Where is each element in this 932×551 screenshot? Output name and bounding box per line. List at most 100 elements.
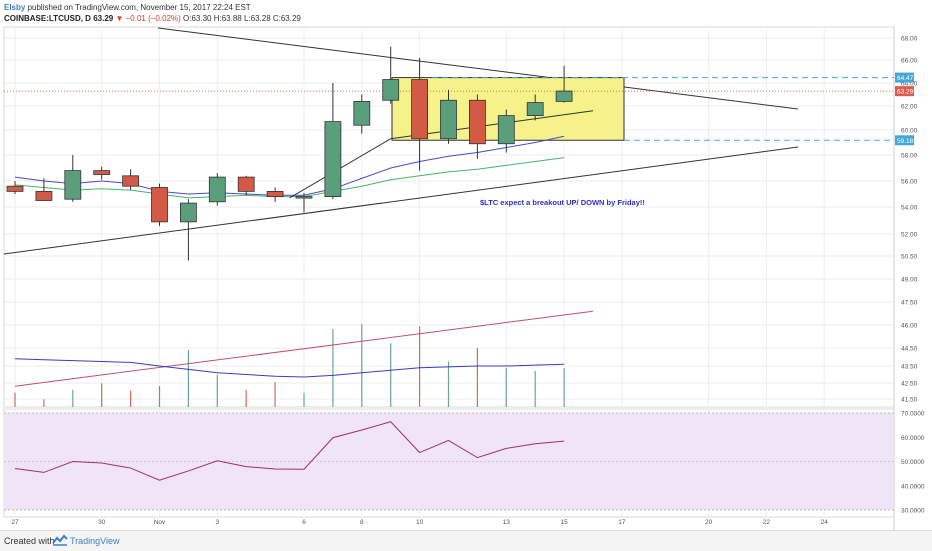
candle-body: [353, 101, 371, 126]
volume-bar: [332, 329, 334, 407]
rsi-y-tick-label: 30.0000: [901, 508, 925, 515]
y-tick-label: 50.50: [901, 254, 918, 261]
volume-bar: [534, 370, 536, 407]
moving-average-line: [14, 135, 565, 196]
y-tick-label: 52.00: [901, 232, 918, 239]
y-tick-label: 62.00: [901, 104, 918, 111]
volume-bar: [274, 382, 276, 407]
y-tick-label: 56.00: [901, 179, 918, 186]
last-price-label: 63.29: [897, 89, 914, 96]
volume-bar: [245, 389, 247, 407]
volume-bar: [419, 326, 421, 407]
x-tick-label: Nov: [154, 519, 166, 526]
candle-body: [440, 99, 457, 140]
y-tick-label: 54.00: [901, 205, 918, 212]
level-high-label: 64.47: [897, 75, 914, 82]
candle-body: [93, 170, 111, 175]
x-tick-label: 27: [11, 519, 19, 526]
created-with-text: Created with: [4, 536, 55, 546]
volume-bar: [361, 324, 363, 407]
candle-body: [497, 115, 515, 145]
candle-body: [468, 99, 486, 145]
volume-bar: [130, 390, 132, 407]
x-tick-label: 15: [560, 519, 568, 526]
rsi-y-tick-label: 40.0000: [901, 483, 925, 490]
x-tick-label: 13: [503, 519, 511, 526]
publish-info: Elsby published on TradingView.com, Nove…: [4, 3, 251, 12]
volume-bar: [72, 389, 74, 407]
level-low-label: 59.18: [897, 138, 914, 145]
y-tick-label: 66.00: [901, 58, 918, 65]
tradingview-logo-icon: [52, 534, 68, 546]
last-price: 63.29: [93, 14, 114, 23]
symbol-info: COINBASE:LTCUSD, D 63.29 ▼ −0.01 (−0.02%…: [4, 14, 301, 23]
volume-ma-pink: [14, 310, 594, 387]
rsi-y-tick-label: 70.0000: [901, 411, 925, 418]
chart-annotation: $LTC expect a breakout UP/ DOWN by Frida…: [480, 198, 645, 207]
y-tick-label: 60.00: [901, 128, 918, 135]
tradingview-link[interactable]: TradingView: [70, 536, 120, 546]
candle-body: [526, 102, 544, 117]
candle-body: [295, 196, 313, 199]
candle-body: [411, 79, 429, 140]
candle-body: [555, 90, 573, 102]
volume-bar: [158, 386, 161, 407]
ascending-trendline: [3, 146, 799, 255]
x-tick-label: 10: [416, 519, 424, 526]
descending-trendline: [157, 27, 799, 110]
y-tick-label: 58.00: [901, 153, 918, 160]
y-tick-label: 41.50: [901, 397, 918, 404]
x-tick-label: 24: [821, 519, 829, 526]
last-price-label-bg: [895, 86, 914, 97]
y-tick-label: 44.50: [901, 346, 918, 353]
candle-body: [237, 176, 255, 192]
volume-bar: [43, 399, 45, 407]
price-chart[interactable]: $LTC expect a breakout UP/ DOWN by Frida…: [0, 0, 932, 530]
footer: Created with TradingView: [0, 530, 932, 551]
candle-body: [324, 121, 342, 197]
x-tick-label: 22: [763, 519, 771, 526]
candle-body: [266, 190, 284, 197]
level-high-label-bg: [895, 72, 914, 83]
volume-ma-blue: [14, 358, 565, 378]
y-tick-label: 46.00: [901, 323, 918, 330]
y-tick-label: 68.00: [901, 36, 918, 43]
candle-body: [122, 175, 139, 187]
x-tick-label: 20: [705, 519, 713, 526]
volume-bar: [447, 361, 450, 407]
y-tick-label: 64.00: [901, 81, 918, 88]
candle-body: [151, 187, 168, 223]
y-tick-label: 49.00: [901, 277, 918, 284]
volume-bar: [505, 368, 507, 407]
inner-trend-line: [289, 110, 594, 199]
volume-bar: [390, 343, 392, 407]
x-tick-label: 6: [302, 519, 306, 526]
x-tick-label: 17: [618, 519, 626, 526]
volume-bar: [216, 374, 218, 407]
volume-bar: [563, 368, 565, 407]
moving-average-line: [14, 157, 565, 199]
ohlc-values: O:63.30 H:63.88 L:63.28 C:63.29: [183, 14, 301, 23]
volume-bar: [101, 383, 103, 407]
volume-bar: [303, 392, 305, 407]
volume-bar: [14, 392, 16, 407]
level-low-label-bg: [895, 135, 914, 146]
rsi-y-tick-label: 50.0000: [901, 459, 925, 466]
x-tick-label: 3: [215, 519, 219, 526]
chart-header: Elsby published on TradingView.com, Nove…: [0, 0, 932, 26]
volume-bar: [187, 350, 189, 407]
candle-body: [179, 202, 197, 223]
rsi-line: [14, 421, 565, 481]
candle-body: [35, 190, 53, 201]
rsi-y-tick-label: 60.0000: [901, 435, 925, 442]
symbol-name: COINBASE:LTCUSD, D: [4, 14, 91, 23]
candle-body: [6, 185, 24, 192]
volume-bar: [476, 348, 478, 407]
y-tick-label: 47.50: [901, 300, 918, 307]
change-arrow-icon: ▼: [115, 14, 124, 23]
price-change: −0.01 (−0.02%): [125, 14, 181, 23]
author-name[interactable]: Elsby: [4, 3, 26, 12]
candle-body: [382, 79, 400, 101]
x-tick-label: 30: [98, 519, 106, 526]
candle-body: [64, 170, 82, 200]
